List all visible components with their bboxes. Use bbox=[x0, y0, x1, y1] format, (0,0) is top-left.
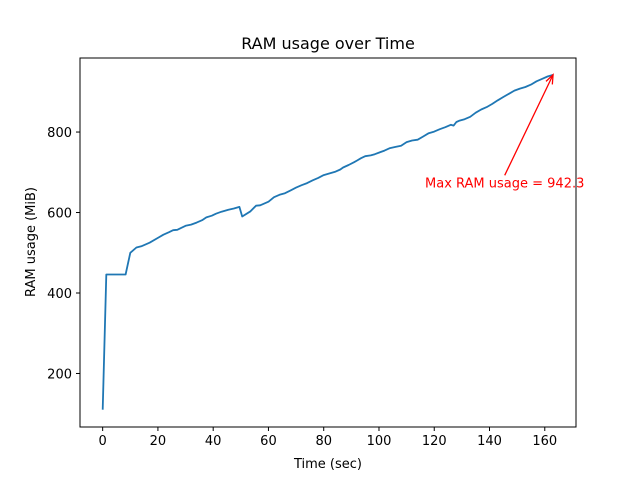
x-tick-label: 20 bbox=[150, 434, 167, 449]
chart-title: RAM usage over Time bbox=[241, 34, 415, 53]
max-ram-annotation-label: Max RAM usage = 942.3 bbox=[425, 176, 584, 191]
y-axis-label: RAM usage (MiB) bbox=[24, 187, 39, 297]
x-tick-label: 100 bbox=[367, 434, 392, 449]
x-tick-label: 0 bbox=[99, 434, 107, 449]
x-axis-label: Time (sec) bbox=[293, 457, 362, 472]
x-axis: 0 20 40 60 80 100 120 140 160 bbox=[99, 427, 557, 449]
plot-area-frame bbox=[79, 57, 577, 428]
y-tick-label: 800 bbox=[47, 126, 72, 141]
x-tick-label: 120 bbox=[422, 434, 447, 449]
x-tick-label: 80 bbox=[315, 434, 332, 449]
y-tick-label: 400 bbox=[47, 287, 72, 302]
annotation-layer: Max RAM usage = 942.3 bbox=[425, 73, 584, 191]
x-tick-label: 160 bbox=[532, 434, 557, 449]
annotation-arrow-line bbox=[504, 74, 554, 176]
annotation-arrow-head bbox=[545, 73, 554, 85]
x-tick-label: 40 bbox=[205, 434, 222, 449]
y-axis: 200 400 600 800 bbox=[47, 126, 80, 382]
y-tick-label: 200 bbox=[47, 367, 72, 382]
series-layer bbox=[101, 73, 554, 410]
ram-usage-series-line bbox=[101, 73, 554, 410]
y-tick-label: 600 bbox=[47, 207, 72, 222]
x-tick-label: 140 bbox=[477, 434, 502, 449]
x-tick-label: 60 bbox=[260, 434, 277, 449]
